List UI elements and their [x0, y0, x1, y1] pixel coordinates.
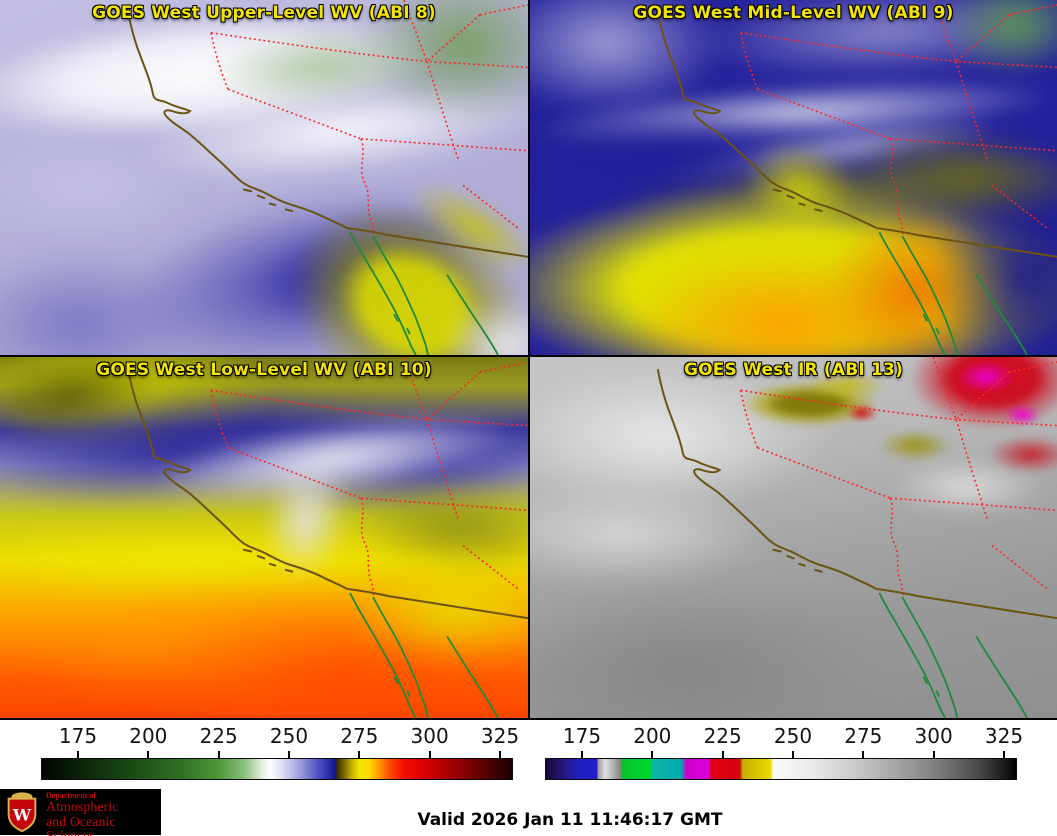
colorbar-tick-mark	[651, 751, 654, 758]
panel-title-abi9: GOES West Mid-Level WV (ABI 9)	[633, 3, 954, 23]
panel-title-abi13: GOES West IR (ABI 13)	[683, 360, 904, 380]
svg-text:W: W	[12, 806, 32, 825]
logo-department-line: Department of	[46, 791, 96, 800]
wv-colorbar-gradient	[41, 758, 513, 780]
colorbar-tick-mark	[77, 751, 79, 758]
cold-cloud-olive-region	[804, 371, 889, 401]
colorbar-tick-label: 250	[773, 724, 813, 748]
colorbar-tick-mark	[287, 751, 290, 758]
colorbar-tick-mark	[932, 751, 935, 758]
map-overlay	[127, 0, 528, 355]
panel-mid-level-wv: GOES West Mid-Level WV (ABI 9)	[530, 0, 1057, 355]
colorbar-tick-mark	[862, 751, 865, 758]
cold-cloud-magenta-region	[1004, 403, 1042, 426]
logo-text: Department of Atmospheric and Oceanic Sc…	[46, 791, 161, 836]
ir-colorbar: 175 200 225 250 275 300 325	[529, 720, 1057, 788]
cold-cloud-olive-region	[877, 429, 952, 462]
colorbar-tick-mark	[147, 751, 150, 758]
colorbar-tick-label: 325	[984, 724, 1024, 748]
ir-colorbar-labels: 175 200 225 250 275 300 325	[545, 724, 1023, 748]
map-overlay	[126, 357, 528, 718]
ir-colorbar-tickmarks	[545, 751, 1017, 758]
colorbar-tick-mark	[358, 751, 361, 758]
ir-colorbar-gradient	[545, 758, 1017, 780]
wv-colorbar-labels: 175 200 225 250 275 300 325	[41, 724, 519, 748]
uw-aos-logo: W Department of Atmospheric and Oceanic …	[0, 789, 161, 836]
cold-cloud-magenta-region	[956, 360, 1015, 394]
colorbar-tick-mark	[581, 751, 583, 758]
colorbar-tick-label: 225	[199, 724, 238, 748]
panel-ir: GOES West IR (ABI 13)	[530, 357, 1057, 718]
colorbar-tick-label: 200	[129, 724, 168, 748]
colorbar-tick-label: 275	[844, 724, 883, 748]
colorbar-tick-mark	[791, 751, 794, 758]
map-overlay	[656, 357, 1057, 718]
colorbar-tick-label: 250	[269, 724, 309, 748]
colorbar-tick-label: 225	[703, 724, 742, 748]
panel-upper-level-wv: GOES West Upper-Level WV (ABI 8)	[0, 0, 528, 355]
colorbar-tick-mark	[498, 751, 501, 758]
colorbar-tick-mark	[428, 751, 431, 758]
colorbar-tick-label: 300	[410, 724, 449, 748]
colorbar-tick-mark	[217, 751, 220, 758]
colorbar-tick-label: 275	[340, 724, 379, 748]
colorbar-tick-label: 300	[914, 724, 953, 748]
panel-title-abi10: GOES West Low-Level WV (ABI 10)	[96, 360, 432, 380]
colorbar-tick-mark	[1002, 751, 1005, 758]
uw-crest-icon: W	[7, 792, 37, 833]
wv-colorbar: 175 200 225 250 275 300 325	[0, 720, 529, 788]
footer: W Department of Atmospheric and Oceanic …	[0, 788, 1057, 836]
satellite-panel-grid: GOES West Upper-Level WV (ABI 8) GOES We…	[0, 0, 1057, 720]
colorbar-row: 175 200 225 250 275 300 325 175 200 225 250 275 300…	[0, 720, 1057, 788]
cold-cloud-red-region	[988, 436, 1057, 473]
moisture-field	[0, 134, 206, 242]
map-overlay	[656, 0, 1057, 355]
panel-low-level-wv: GOES West Low-Level WV (ABI 10)	[0, 357, 528, 718]
wv-colorbar-tickmarks	[41, 751, 513, 758]
logo-name-line1: Atmospheric	[46, 800, 119, 816]
logo-name-line2: and Oceanic Sciences	[46, 814, 116, 836]
valid-timestamp: Valid 2026 Jan 11 11:46:17 GMT	[417, 810, 723, 830]
colorbar-tick-label: 200	[633, 724, 672, 748]
colorbar-tick-label: 175	[58, 724, 98, 748]
colorbar-tick-mark	[721, 751, 724, 758]
colorbar-tick-label: 325	[480, 724, 520, 748]
colorbar-tick-label: 175	[562, 724, 602, 748]
panel-title-abi8: GOES West Upper-Level WV (ABI 8)	[92, 3, 436, 23]
